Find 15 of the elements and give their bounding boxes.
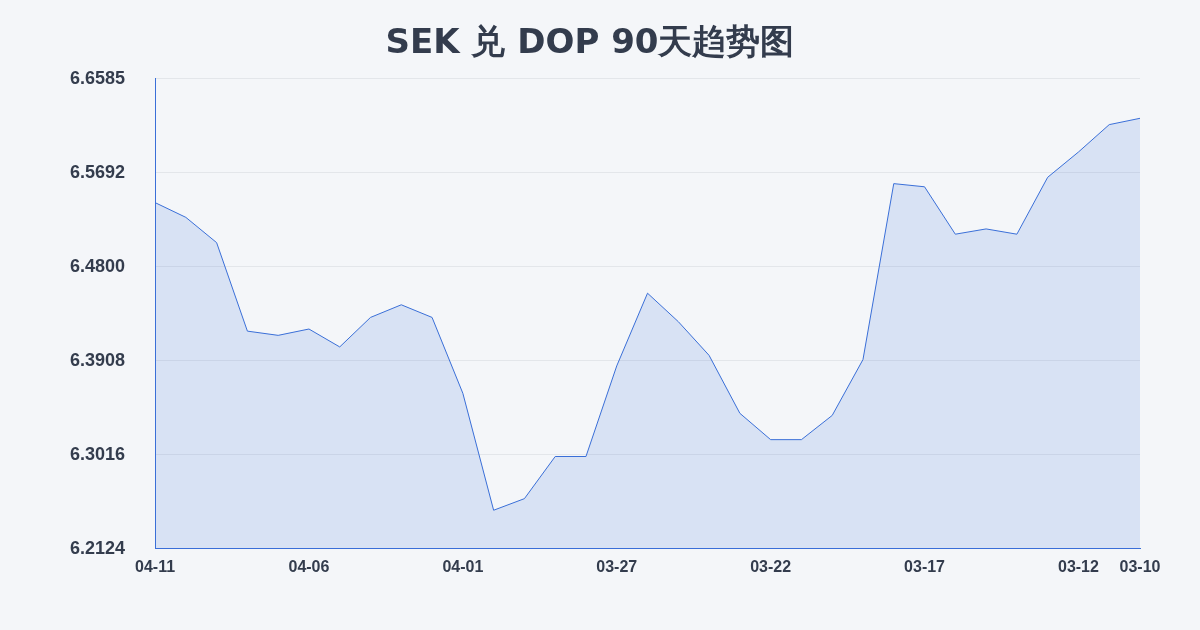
- chart-title: SEK 兑 DOP 90天趋势图: [385, 21, 795, 62]
- y-tick-label: 6.3908: [69, 349, 126, 370]
- x-tick-label: 04-11: [135, 557, 176, 575]
- x-tick-label: 04-01: [442, 557, 484, 575]
- y-tick-label: 6.5692: [69, 161, 126, 182]
- x-tick-label: 03-22: [750, 557, 792, 575]
- y-tick-label: 6.3016: [69, 443, 126, 464]
- y-tick-label: 6.2124: [69, 537, 126, 558]
- x-tick-label: 04-06: [288, 557, 330, 575]
- y-tick-label: 6.4800: [69, 255, 126, 276]
- x-tick-label: 03-12: [1057, 557, 1099, 575]
- y-tick-label: 6.6585: [69, 67, 126, 88]
- x-tick-label: 03-10: [1119, 557, 1161, 575]
- x-tick-label: 03-17: [904, 557, 946, 575]
- x-tick-label: 03-27: [596, 557, 638, 575]
